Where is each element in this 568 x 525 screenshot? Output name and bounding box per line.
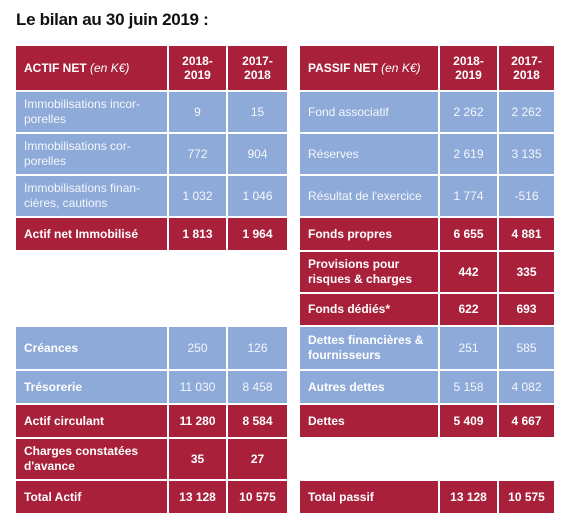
actif-total-value-2018: 10 575 — [228, 481, 287, 513]
actif-header-col-2017-2018: 2017- 2018 — [228, 46, 287, 90]
passif-row-value-2019: 5 158 — [440, 371, 497, 403]
actif-row-value-2018: 126 — [228, 327, 287, 369]
actif-header-label: ACTIF NET (en K€) — [16, 46, 167, 90]
passif-row-label: Dettes financières & fournisseurs — [300, 327, 438, 369]
passif-total-value-2018: 10 575 — [499, 481, 554, 513]
actif-row-value-2019: 1 813 — [169, 218, 226, 250]
passif-header-col-2018-2019: 2018- 2019 — [440, 46, 497, 90]
actif-row-value-2018: 8 584 — [228, 405, 287, 437]
passif-total-label: Total passif — [300, 481, 438, 513]
actif-row-value-2019: 11 030 — [169, 371, 226, 403]
passif-row-label: Autres dettes — [300, 371, 438, 403]
passif-row-value-2018: 4 881 — [499, 218, 554, 250]
actif-row-label: Immobilisations cor-porelles — [16, 134, 167, 174]
passif-row-value-2019: 6 655 — [440, 218, 497, 250]
passif-row-label: Fond associatif — [300, 92, 438, 132]
passif-row-label: Réserves — [300, 134, 438, 174]
passif-row-value-2018: -516 — [499, 176, 554, 216]
passif-row-value-2018: 4 082 — [499, 371, 554, 403]
actif-total-value-2019: 13 128 — [169, 481, 226, 513]
actif-row-value-2018: 1 046 — [228, 176, 287, 216]
actif-row-label: Charges constatées d'avance — [16, 439, 167, 479]
passif-row-value-2019: 622 — [440, 294, 497, 325]
actif-row-value-2018: 27 — [228, 439, 287, 479]
passif-row-value-2018: 2 262 — [499, 92, 554, 132]
passif-header-label: PASSIF NET (en K€) — [300, 46, 438, 90]
passif-row-value-2019: 2 619 — [440, 134, 497, 174]
passif-row-value-2018: 4 667 — [499, 405, 554, 437]
actif-row-label: Immobilisations incor-porelles — [16, 92, 167, 132]
actif-row-label: Trésorerie — [16, 371, 167, 403]
actif-row-value-2019: 11 280 — [169, 405, 226, 437]
actif-row-label: Actif circulant — [16, 405, 167, 437]
page-title: Le bilan au 30 juin 2019 : — [16, 10, 209, 29]
actif-row-value-2018: 8 458 — [228, 371, 287, 403]
passif-row-value-2019: 251 — [440, 327, 497, 369]
passif-row-value-2019: 1 774 — [440, 176, 497, 216]
passif-row-value-2019: 2 262 — [440, 92, 497, 132]
passif-row-label: Fonds propres — [300, 218, 438, 250]
passif-row-value-2019: 5 409 — [440, 405, 497, 437]
actif-row-value-2018: 904 — [228, 134, 287, 174]
passif-row-value-2018: 585 — [499, 327, 554, 369]
passif-header-col-2017-2018: 2017- 2018 — [499, 46, 554, 90]
passif-total-value-2019: 13 128 — [440, 481, 497, 513]
actif-row-value-2019: 250 — [169, 327, 226, 369]
actif-row-value-2019: 9 — [169, 92, 226, 132]
passif-row-label: Résultat de l'exercice — [300, 176, 438, 216]
actif-row-label: Créances — [16, 327, 167, 369]
actif-header-col-2018-2019: 2018- 2019 — [169, 46, 226, 90]
passif-row-value-2018: 693 — [499, 294, 554, 325]
passif-row-label: Provisions pour risques & charges — [300, 252, 438, 292]
actif-row-label: Actif net Immobilisé — [16, 218, 167, 250]
actif-row-value-2019: 1 032 — [169, 176, 226, 216]
passif-row-label: Dettes — [300, 405, 438, 437]
actif-row-value-2018: 1 964 — [228, 218, 287, 250]
passif-row-label: Fonds dédiés* — [300, 294, 438, 325]
passif-row-value-2018: 3 135 — [499, 134, 554, 174]
passif-row-value-2019: 442 — [440, 252, 497, 292]
actif-row-value-2019: 772 — [169, 134, 226, 174]
actif-row-value-2018: 15 — [228, 92, 287, 132]
actif-row-value-2019: 35 — [169, 439, 226, 479]
actif-row-label: Immobilisations finan-cières, cautions — [16, 176, 167, 216]
actif-total-label: Total Actif — [16, 481, 167, 513]
passif-row-value-2018: 335 — [499, 252, 554, 292]
